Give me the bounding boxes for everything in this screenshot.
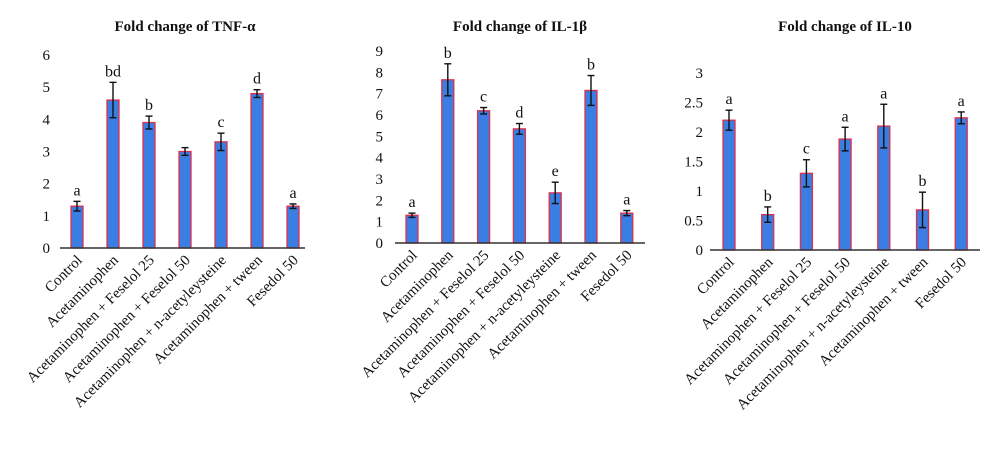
bar: [286, 205, 300, 249]
chart-1: Fold change of TNF-α0123456aControlbdAce…: [24, 19, 305, 411]
y-tick-label: 8: [376, 65, 384, 81]
significance-label: bd: [105, 63, 121, 80]
bar: [476, 110, 491, 244]
significance-label: d: [253, 71, 261, 88]
bar: [838, 138, 852, 251]
significance-label: a: [289, 185, 296, 202]
significance-label: b: [764, 188, 772, 205]
bar: [584, 89, 598, 244]
significance-label: c: [217, 114, 224, 131]
y-tick-label: 2: [376, 193, 384, 209]
chart-2: Fold change of IL-1β0123456789aControlbA…: [359, 19, 645, 406]
significance-label: a: [880, 85, 887, 102]
significance-label: a: [842, 108, 849, 125]
y-tick-label: 5: [43, 80, 51, 96]
significance-label: b: [587, 57, 595, 74]
y-tick-label: 6: [376, 108, 384, 124]
y-tick-label: 0: [696, 243, 704, 259]
bar: [405, 214, 419, 244]
significance-label: c: [803, 141, 810, 158]
y-tick-label: 3: [376, 172, 384, 188]
bar: [954, 117, 968, 251]
chart-title: Fold change of IL-1β: [453, 19, 587, 35]
significance-label: a: [958, 93, 965, 110]
chart-title: Fold change of IL-10: [778, 19, 912, 35]
y-tick-label: 3: [696, 66, 704, 82]
y-tick-label: 2.5: [684, 96, 703, 112]
y-tick-label: 2: [696, 125, 704, 141]
chart-3: Fold change of IL-1000.511.522.53aContro…: [682, 19, 980, 413]
bar: [70, 205, 84, 249]
y-tick-label: 0: [376, 236, 384, 252]
y-tick-label: 4: [376, 151, 384, 167]
significance-label: b: [444, 45, 452, 62]
significance-label: d: [515, 105, 523, 122]
significance-label: a: [623, 192, 630, 209]
bar: [441, 79, 455, 244]
significance-label: a: [725, 91, 732, 108]
y-tick-label: 1: [696, 184, 704, 200]
y-tick-label: 0.5: [684, 214, 703, 230]
y-tick-label: 2: [43, 177, 51, 193]
significance-label: a: [73, 182, 80, 199]
significance-label: b: [145, 97, 153, 114]
y-tick-label: 0: [43, 241, 51, 257]
chart-title: Fold change of TNF-α: [114, 19, 256, 35]
y-tick-label: 1: [376, 215, 384, 231]
significance-label: e: [552, 163, 559, 180]
bar: [178, 150, 192, 249]
bar: [214, 141, 228, 249]
significance-label: b: [919, 173, 927, 190]
y-tick-label: 1.5: [684, 155, 703, 171]
bar: [512, 128, 527, 244]
y-tick-label: 7: [376, 87, 384, 103]
bar: [620, 212, 634, 244]
significance-label: a: [408, 194, 415, 211]
significance-label: c: [480, 89, 487, 106]
bar: [722, 119, 736, 251]
y-tick-label: 3: [43, 145, 51, 161]
bar: [106, 99, 120, 249]
bar: [142, 121, 156, 249]
y-tick-label: 6: [43, 48, 51, 64]
y-tick-label: 1: [43, 209, 51, 225]
y-tick-label: 4: [43, 112, 51, 128]
bar: [250, 92, 264, 249]
y-tick-label: 5: [376, 129, 384, 145]
y-tick-label: 9: [376, 44, 384, 60]
